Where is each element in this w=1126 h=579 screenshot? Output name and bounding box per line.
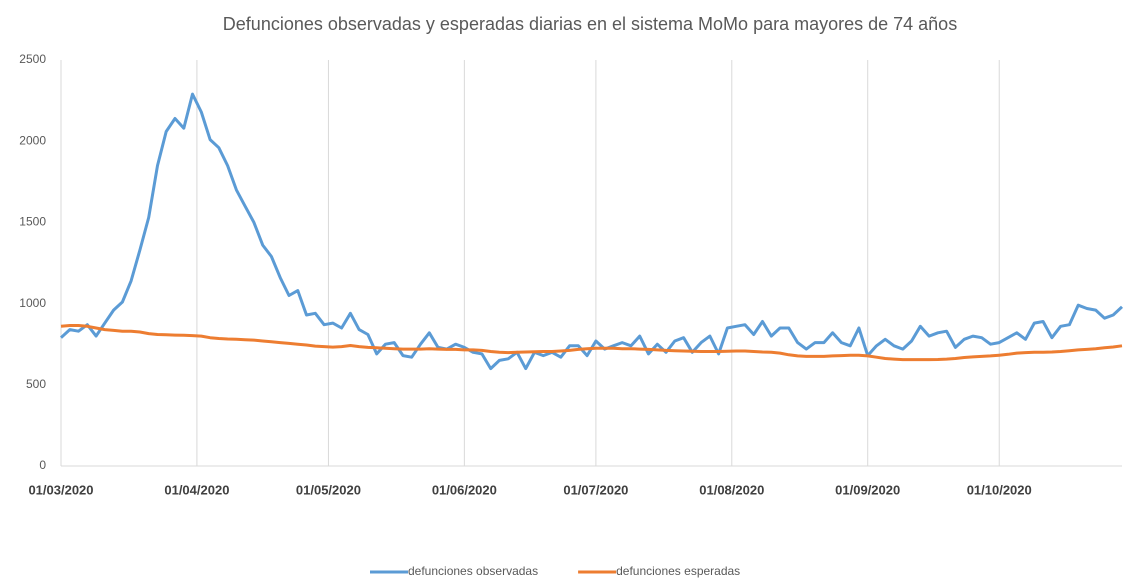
x-tick-label: 01/06/2020 — [432, 482, 497, 497]
chart-title: Defunciones observadas y esperadas diari… — [223, 14, 957, 34]
x-tick-label: 01/07/2020 — [563, 482, 628, 497]
x-tick-label: 01/10/2020 — [967, 482, 1032, 497]
x-tick-label: 01/04/2020 — [164, 482, 229, 497]
x-tick-label: 01/05/2020 — [296, 482, 361, 497]
y-tick-label: 500 — [26, 377, 46, 391]
x-tick-label: 01/09/2020 — [835, 482, 900, 497]
x-tick-label: 01/03/2020 — [28, 482, 93, 497]
y-tick-label: 1500 — [19, 215, 46, 229]
x-tick-label: 01/08/2020 — [699, 482, 764, 497]
legend-label: defunciones esperadas — [616, 564, 740, 578]
y-tick-label: 2500 — [19, 52, 46, 66]
y-tick-label: 0 — [39, 458, 46, 472]
legend-label: defunciones observadas — [408, 564, 538, 578]
y-tick-label: 1000 — [19, 296, 46, 310]
data-line — [59, 92, 1124, 371]
y-tick-label: 2000 — [19, 133, 46, 147]
data-line — [60, 324, 1123, 362]
